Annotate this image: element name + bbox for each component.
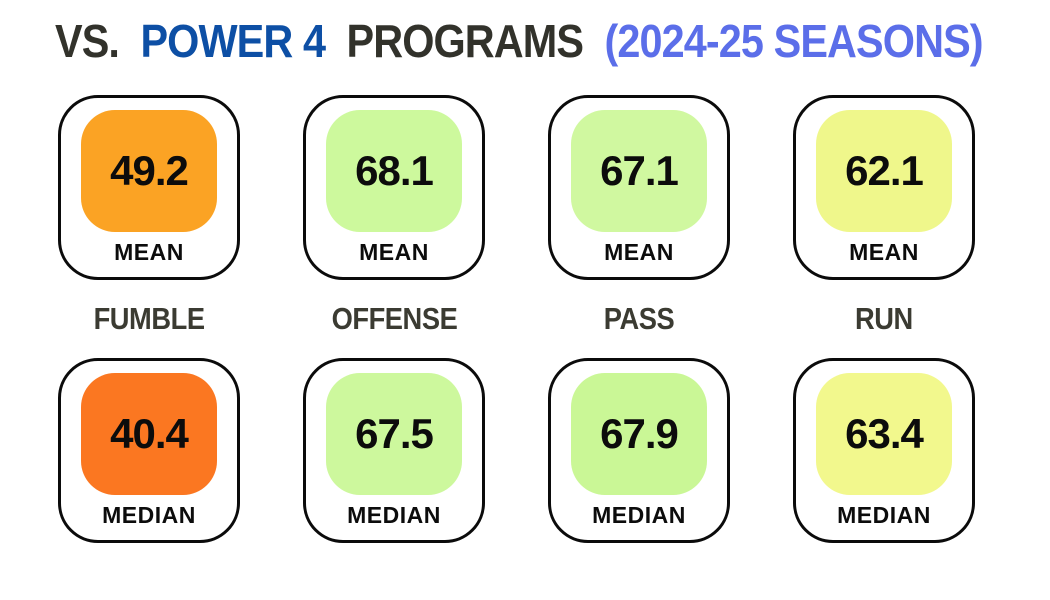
stat-value: 67.1 — [600, 147, 679, 194]
stat-chip: 67.5 — [326, 373, 462, 495]
stat-value: 62.1 — [845, 147, 924, 194]
stat-type-label: MEAN — [359, 239, 429, 265]
category-label-pass: PASS — [603, 301, 675, 336]
stat-card-fumble-median: 40.4 MEDIAN — [58, 358, 240, 543]
stat-card-run-median: 63.4 MEDIAN — [793, 358, 975, 543]
title-seasons: (2024-25 SEASONS) — [604, 15, 984, 67]
category-label-offense: OFFENSE — [331, 301, 457, 336]
stat-value: 67.9 — [600, 410, 679, 457]
stat-card-offense-median: 67.5 MEDIAN — [303, 358, 485, 543]
stat-chip: 63.4 — [816, 373, 952, 495]
stat-chip: 40.4 — [81, 373, 217, 495]
title-vs: VS. — [55, 15, 120, 67]
category-label-fumble: FUMBLE — [93, 301, 205, 336]
stat-value: 49.2 — [110, 147, 189, 194]
stat-type-label: MEDIAN — [592, 502, 686, 528]
stat-type-label: MEAN — [849, 239, 919, 265]
stat-chip: 62.1 — [816, 110, 952, 232]
stat-chip: 68.1 — [326, 110, 462, 232]
stats-grid: 49.2 MEAN 68.1 MEAN 67.1 MEAN 62.1 MEAN … — [58, 95, 975, 543]
stat-type-label: MEAN — [114, 239, 184, 265]
stat-card-pass-mean: 67.1 MEAN — [548, 95, 730, 280]
title-programs: PROGRAMS — [346, 15, 584, 67]
stat-type-label: MEAN — [604, 239, 674, 265]
page-title: VS. POWER 4 PROGRAMS (2024-25 SEASONS) — [55, 14, 984, 68]
stat-value: 63.4 — [845, 410, 924, 457]
stat-chip: 49.2 — [81, 110, 217, 232]
stat-type-label: MEDIAN — [102, 502, 196, 528]
stat-card-pass-median: 67.9 MEDIAN — [548, 358, 730, 543]
stat-card-fumble-mean: 49.2 MEAN — [58, 95, 240, 280]
stat-chip: 67.1 — [571, 110, 707, 232]
stat-card-run-mean: 62.1 MEAN — [793, 95, 975, 280]
stat-type-label: MEDIAN — [837, 502, 931, 528]
stat-card-offense-mean: 68.1 MEAN — [303, 95, 485, 280]
stat-value: 67.5 — [355, 410, 434, 457]
stat-type-label: MEDIAN — [347, 502, 441, 528]
stat-chip: 67.9 — [571, 373, 707, 495]
stat-value: 68.1 — [355, 147, 434, 194]
stat-value: 40.4 — [110, 410, 189, 457]
title-power4: POWER 4 — [140, 15, 326, 67]
category-label-run: RUN — [855, 301, 913, 336]
